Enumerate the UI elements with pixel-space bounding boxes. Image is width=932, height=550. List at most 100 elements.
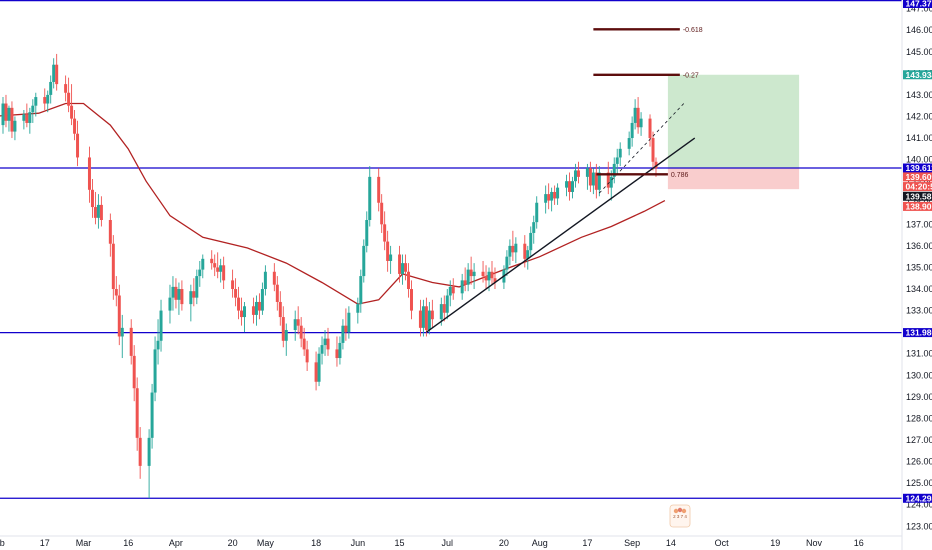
price-badge-bg bbox=[903, 328, 932, 338]
candle-body bbox=[96, 204, 100, 218]
price-badge: 124.298 bbox=[903, 493, 932, 503]
candle-body bbox=[594, 172, 598, 190]
price-badge-label: 143.934 bbox=[906, 70, 932, 80]
candle-body bbox=[13, 120, 17, 132]
watermark-circle-1 bbox=[673, 508, 679, 514]
candle bbox=[22, 110, 26, 130]
candle bbox=[195, 269, 199, 305]
candle-body bbox=[612, 163, 616, 177]
candle bbox=[571, 176, 575, 199]
candle-body bbox=[469, 269, 473, 277]
candle-body bbox=[597, 172, 601, 190]
candle bbox=[201, 254, 205, 279]
candle bbox=[544, 185, 548, 214]
candle bbox=[407, 263, 411, 298]
candle bbox=[150, 383, 154, 449]
candle-body bbox=[257, 301, 261, 311]
candle bbox=[421, 299, 425, 337]
candle-body bbox=[553, 191, 557, 199]
candle-body bbox=[490, 271, 494, 279]
price-badge-bg bbox=[903, 201, 932, 211]
candle-body bbox=[487, 271, 491, 281]
moving-average bbox=[0, 102, 666, 305]
candle bbox=[153, 336, 157, 402]
candle bbox=[156, 319, 160, 365]
candle-body bbox=[442, 304, 446, 313]
candle-body bbox=[28, 112, 32, 123]
trendline bbox=[425, 137, 696, 333]
candle-body bbox=[588, 168, 592, 186]
candle bbox=[368, 166, 372, 227]
candle-body bbox=[439, 304, 443, 320]
x-tick-label: 17 bbox=[40, 538, 50, 548]
candle-body bbox=[347, 312, 351, 333]
y-tick-label: 135.000 bbox=[906, 262, 932, 272]
candle-body bbox=[210, 258, 214, 264]
candle-body bbox=[10, 107, 14, 132]
candle-body bbox=[1, 103, 5, 126]
candle-body bbox=[508, 245, 512, 257]
candle bbox=[251, 297, 255, 324]
candle-body bbox=[22, 114, 26, 121]
candle bbox=[28, 107, 32, 134]
candle bbox=[284, 323, 288, 356]
candle-body bbox=[335, 349, 339, 359]
candle-body bbox=[216, 267, 220, 272]
candle bbox=[243, 301, 247, 333]
candle bbox=[356, 297, 360, 324]
candle bbox=[365, 211, 369, 253]
x-tick-label: 20 bbox=[499, 538, 509, 548]
candle-body bbox=[108, 220, 112, 244]
candle-body bbox=[240, 310, 244, 318]
y-tick-label: 136.000 bbox=[906, 241, 932, 251]
candle bbox=[34, 92, 38, 117]
candle bbox=[275, 276, 279, 311]
candle bbox=[556, 183, 560, 205]
position-zones bbox=[667, 74, 800, 190]
candle bbox=[138, 427, 142, 479]
candle-body bbox=[418, 310, 422, 328]
candle-body bbox=[67, 92, 71, 106]
candle bbox=[263, 265, 267, 296]
candle bbox=[532, 215, 536, 244]
candle-body bbox=[31, 105, 35, 113]
candle-body bbox=[606, 172, 610, 188]
candle-body bbox=[481, 271, 485, 277]
candle-body bbox=[192, 291, 196, 298]
candle bbox=[147, 429, 151, 499]
candle bbox=[430, 299, 434, 328]
candle-body bbox=[585, 168, 589, 177]
candle bbox=[73, 110, 77, 141]
candle-body bbox=[64, 84, 68, 93]
candle bbox=[383, 211, 387, 251]
y-tick-label: 143.000 bbox=[906, 90, 932, 100]
candle bbox=[305, 340, 309, 371]
candle-body bbox=[159, 310, 163, 341]
candle-body bbox=[648, 118, 652, 139]
candle bbox=[380, 194, 384, 233]
x-tick-label: Jun bbox=[351, 538, 366, 548]
candle bbox=[594, 163, 598, 199]
price-badge-label: 147.377 bbox=[906, 0, 932, 9]
y-tick-label: 145.000 bbox=[906, 47, 932, 57]
candle-body bbox=[320, 345, 324, 354]
watermark-text: 2 3 7 4 bbox=[673, 514, 687, 519]
candle bbox=[52, 58, 56, 89]
candle-body bbox=[260, 289, 264, 311]
candle bbox=[514, 237, 518, 264]
time-axis[interactable]: Feb 17 Mar 16 Apr 20 May 18 Jun 15 Jul 20 Aug 17 Sep 14… bbox=[0, 538, 864, 548]
candle bbox=[117, 284, 121, 346]
candle-body bbox=[633, 107, 637, 123]
y-tick-label: 126.000 bbox=[906, 457, 932, 467]
candle bbox=[490, 260, 494, 285]
price-badge-label: 139.587 bbox=[906, 191, 932, 201]
price-badge-bg bbox=[903, 0, 932, 8]
x-tick-label: 16 bbox=[854, 538, 864, 548]
candle-body bbox=[201, 258, 205, 270]
candle-body bbox=[448, 286, 452, 296]
fib-levels: -0.618 -0.27 0.786 bbox=[593, 27, 703, 179]
candle-body bbox=[93, 207, 97, 218]
candle bbox=[460, 273, 464, 300]
candle bbox=[299, 317, 303, 348]
